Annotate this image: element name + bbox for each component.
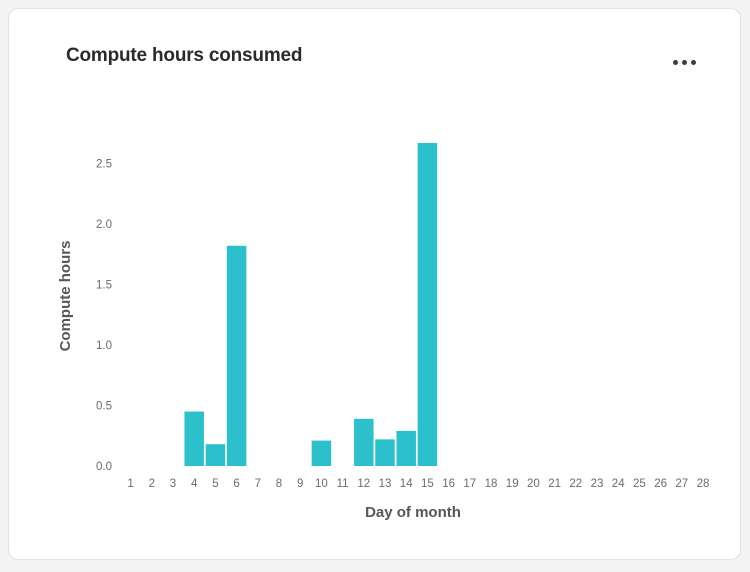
ellipsis-icon — [672, 59, 696, 65]
x-axis-title: Day of month — [365, 504, 461, 521]
compute-hours-card: Compute hours consumed — [8, 8, 741, 560]
x-tick-label: 18 — [485, 478, 498, 490]
x-tick-label: 27 — [675, 478, 688, 490]
bar-day-13[interactable] — [375, 439, 395, 466]
bar-day-12[interactable] — [354, 418, 374, 466]
more-options-button[interactable] — [662, 49, 706, 75]
bar-day-6[interactable] — [226, 245, 247, 466]
y-tick-label: 0.0 — [96, 461, 112, 473]
y-tick-label: 2.5 — [96, 159, 112, 171]
x-tick-label: 10 — [315, 478, 328, 490]
x-tick-label: 24 — [612, 478, 625, 490]
y-axis-title: Compute hours — [57, 241, 74, 352]
x-tick-label: 19 — [506, 478, 519, 490]
y-tick-label: 1.5 — [96, 280, 112, 292]
x-tick-label: 6 — [233, 478, 239, 490]
x-tick-label: 26 — [654, 478, 667, 490]
x-tick-label: 20 — [527, 478, 540, 490]
x-tick-label: 15 — [421, 478, 434, 490]
y-tick-label: 2.0 — [96, 219, 112, 231]
x-tick-label: 23 — [591, 478, 604, 490]
x-tick-label: 12 — [357, 478, 370, 490]
y-tick-label: 1.0 — [96, 340, 112, 352]
x-tick-label: 21 — [548, 478, 561, 490]
x-tick-label: 17 — [463, 478, 476, 490]
x-tick-label: 16 — [442, 478, 455, 490]
x-tick-label: 25 — [633, 478, 646, 490]
bar-day-4[interactable] — [184, 411, 204, 466]
x-tick-label: 28 — [697, 478, 710, 490]
x-tick-label: 2 — [149, 478, 155, 490]
x-tick-label: 11 — [337, 478, 349, 490]
x-tick-label: 3 — [170, 478, 176, 490]
x-tick-label: 1 — [127, 478, 133, 490]
x-tick-label: 8 — [276, 478, 282, 490]
bar-day-14[interactable] — [396, 430, 416, 466]
x-tick-label: 13 — [379, 478, 392, 490]
bar-day-15[interactable] — [417, 142, 438, 466]
x-tick-label: 7 — [255, 478, 261, 490]
y-tick-label: 0.5 — [96, 401, 112, 413]
x-tick-label: 14 — [400, 478, 413, 490]
x-tick-label: 9 — [297, 478, 303, 490]
bar-day-10[interactable] — [311, 440, 332, 466]
bar-day-5[interactable] — [205, 444, 226, 466]
x-tick-label: 22 — [569, 478, 582, 490]
x-tick-label: 4 — [191, 478, 198, 490]
x-tick-label: 5 — [212, 478, 218, 490]
card-title: Compute hours consumed — [66, 45, 303, 66]
